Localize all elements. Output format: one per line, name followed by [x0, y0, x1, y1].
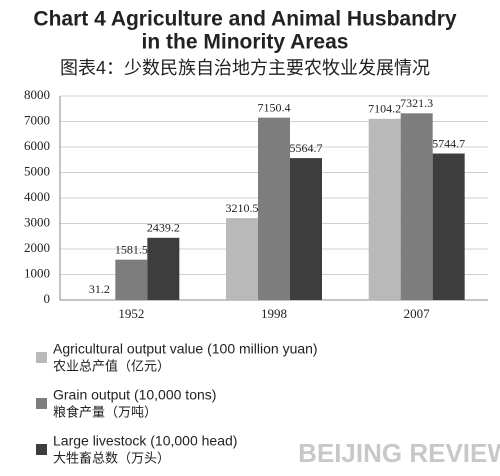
value-label: 3210.5: [226, 201, 259, 215]
legend-swatch: [36, 444, 47, 455]
bar: [368, 118, 401, 301]
y-tick-label: 0: [44, 291, 51, 306]
bar: [258, 117, 290, 301]
y-tick-label: 6000: [24, 138, 50, 153]
y-tick-label: 4000: [24, 189, 50, 204]
value-label: 31.2: [89, 282, 110, 296]
y-tick-label: 3000: [24, 214, 50, 229]
x-tick-label: 1998: [261, 306, 287, 321]
legend-label: Agricultural output value (100 million y…: [53, 341, 318, 357]
bar: [432, 153, 465, 300]
bar: [400, 113, 433, 300]
bar: [115, 259, 148, 300]
bar: [226, 218, 258, 300]
value-label: 7321.3: [400, 96, 433, 110]
x-tick-label: 1952: [118, 306, 144, 321]
y-tick-label: 8000: [24, 87, 50, 102]
bar: [83, 299, 116, 300]
bar: [290, 158, 322, 300]
bar: [147, 237, 180, 300]
x-tick-label: 2007: [404, 306, 431, 321]
y-tick-label: 1000: [24, 265, 50, 280]
value-label: 5744.7: [432, 136, 465, 150]
chart-title-line2: in the Minority Areas: [142, 31, 349, 54]
legend-label-cn: 大牲畜总数（万头）: [53, 450, 170, 465]
y-tick-label: 5000: [24, 163, 50, 178]
legend-label: Large livestock (10,000 head): [53, 433, 237, 449]
y-tick-label: 7000: [24, 112, 50, 127]
value-label: 5564.7: [290, 141, 323, 155]
value-label: 1581.5: [115, 242, 148, 256]
value-label: 7150.4: [258, 100, 291, 114]
legend-label-cn: 粮食产量（万吨）: [53, 404, 157, 419]
value-label: 2439.2: [147, 221, 180, 235]
legend-label: Grain output (10,000 tons): [53, 387, 216, 403]
legend-label-cn: 农业总产值（亿元）: [53, 358, 170, 373]
chart-title: Chart 4 Agriculture and Animal Husbandry: [33, 8, 456, 31]
watermark: BEIJING REVIEW: [298, 438, 500, 468]
y-tick-label: 2000: [24, 240, 50, 255]
chart-subtitle: 图表4：少数民族自治地方主要农牧业发展情况: [60, 58, 430, 78]
value-label: 7104.2: [368, 102, 401, 116]
legend-swatch: [36, 398, 47, 409]
legend-swatch: [36, 352, 47, 363]
